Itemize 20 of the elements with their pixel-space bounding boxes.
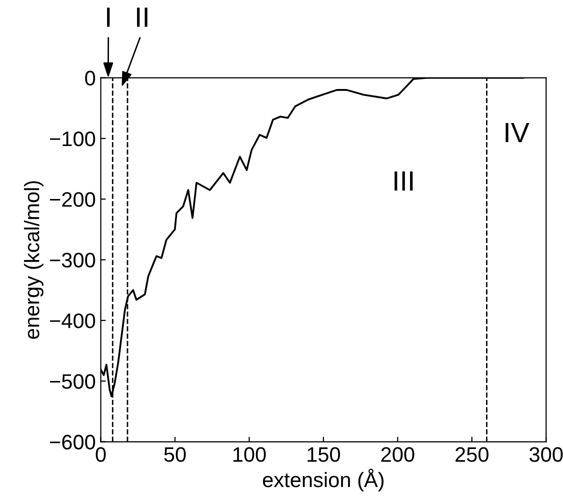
y-axis-title: energy (kcal/mol) <box>24 181 44 339</box>
y-tick-label: −500 <box>50 374 96 389</box>
y-tick-label: −600 <box>50 434 96 450</box>
x-axis-title: extension (Å) <box>262 468 384 492</box>
x-tick-label: 200 <box>381 447 414 462</box>
y-tick-label: −200 <box>50 192 96 207</box>
annotation: III <box>394 171 413 191</box>
x-tick-label: 250 <box>456 447 488 462</box>
x-tick-label: 100 <box>233 447 266 462</box>
annotation: I <box>107 8 110 27</box>
x-tick-label: 0 <box>96 447 106 462</box>
y-tick-label: −300 <box>50 252 96 268</box>
text: II <box>137 8 148 27</box>
x-tick-label: 50 <box>164 447 186 462</box>
x-tick-label: 150 <box>308 447 340 462</box>
annotation: IV <box>506 123 530 142</box>
y-tick-label: −400 <box>50 313 96 328</box>
y-tick-label: 0 <box>85 70 96 86</box>
x-tick-label: 300 <box>530 447 563 462</box>
y-tick-label: −100 <box>50 131 96 146</box>
